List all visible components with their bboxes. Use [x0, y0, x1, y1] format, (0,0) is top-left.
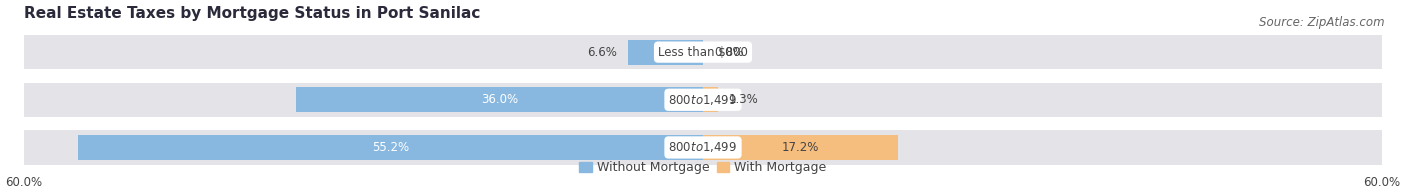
Text: 17.2%: 17.2% [782, 141, 818, 154]
Text: $800 to $1,499: $800 to $1,499 [668, 140, 738, 154]
Text: $800 to $1,499: $800 to $1,499 [668, 93, 738, 107]
Text: 6.6%: 6.6% [588, 46, 617, 59]
Bar [24, 130, 1382, 165]
Bar [79, 135, 703, 160]
Text: 0.0%: 0.0% [714, 46, 744, 59]
Text: Source: ZipAtlas.com: Source: ZipAtlas.com [1260, 16, 1385, 29]
Bar [628, 40, 703, 65]
Text: 36.0%: 36.0% [481, 93, 517, 106]
Text: Less than $800: Less than $800 [658, 46, 748, 59]
Bar [703, 87, 717, 112]
Bar [24, 83, 1382, 117]
Bar [295, 87, 703, 112]
Legend: Without Mortgage, With Mortgage: Without Mortgage, With Mortgage [574, 156, 832, 179]
Text: Real Estate Taxes by Mortgage Status in Port Sanilac: Real Estate Taxes by Mortgage Status in … [24, 5, 481, 20]
Bar [703, 135, 897, 160]
Bar [24, 35, 1382, 69]
Text: 1.3%: 1.3% [730, 93, 759, 106]
Text: 55.2%: 55.2% [373, 141, 409, 154]
